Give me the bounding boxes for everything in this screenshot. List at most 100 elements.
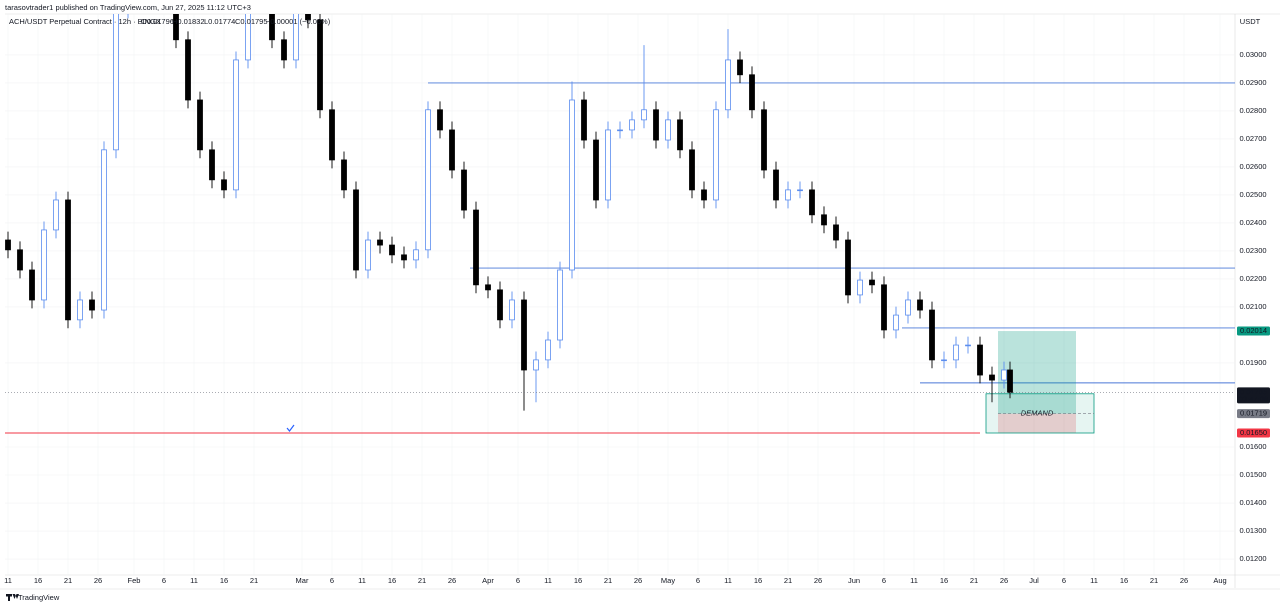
- candle-body: [893, 314, 899, 331]
- x-tick-label: Jun: [848, 576, 860, 585]
- candle-body: [293, 14, 299, 61]
- legend-high: H0.01832: [172, 17, 205, 26]
- publisher: tarasovtrader1 published on TradingView.…: [5, 3, 251, 12]
- x-tick-label: 21: [250, 576, 258, 585]
- candle-body: [53, 199, 59, 231]
- x-tick-label: Mar: [296, 576, 309, 585]
- candle-body: [1001, 369, 1007, 381]
- candle-body: [197, 99, 203, 151]
- x-tick-label: 16: [34, 576, 42, 585]
- check-icon: [286, 424, 295, 432]
- x-tick-label: 21: [784, 576, 792, 585]
- x-tick-label: 11: [910, 576, 918, 585]
- x-tick-label: 11: [358, 576, 366, 585]
- candle-body: [461, 169, 467, 211]
- candle-body: [641, 109, 647, 121]
- x-tick-label: 26: [448, 576, 456, 585]
- candle-body: [677, 119, 683, 151]
- x-tick-label: 16: [220, 576, 228, 585]
- brand-name: TradingView: [18, 593, 60, 602]
- x-tick-label: 6: [1062, 576, 1066, 585]
- x-tick-label: 16: [754, 576, 762, 585]
- candle-body: [221, 179, 227, 191]
- x-tick-label: 21: [970, 576, 978, 585]
- candle-body: [41, 229, 47, 301]
- candle-body: [281, 39, 287, 61]
- y-tick-label: 0.01200: [1239, 554, 1266, 563]
- candle-body: [245, 14, 251, 61]
- candle-body: [65, 199, 71, 321]
- candle-body: [317, 19, 323, 111]
- y-tick-label: 0.02400: [1239, 218, 1266, 227]
- y-tick-label: 0.01500: [1239, 470, 1266, 479]
- chart-title: ACH/USDT Perpetual Contract · 12h · BING…: [9, 17, 161, 26]
- candle-body: [725, 59, 731, 111]
- y-tick-label: 0.02800: [1239, 106, 1266, 115]
- candle-body: [821, 214, 827, 226]
- y-tick-label: 0.01300: [1239, 526, 1266, 535]
- candle-body: [113, 14, 119, 151]
- x-tick-label: 6: [162, 576, 166, 585]
- y-tick-label: 0.01600: [1239, 442, 1266, 451]
- candle-body: [917, 299, 923, 311]
- y-tick-label: 0.02200: [1239, 274, 1266, 283]
- candle-body: [509, 299, 515, 321]
- candle-body: [881, 284, 887, 331]
- candle-body: [485, 284, 491, 291]
- legend-close: C0.01795: [235, 17, 268, 26]
- x-tick-label: Feb: [128, 576, 141, 585]
- loss-area: [998, 413, 1076, 433]
- entry-label-box: [1237, 409, 1270, 419]
- x-tick-label: 21: [418, 576, 426, 585]
- x-tick-label: 6: [882, 576, 886, 585]
- candle-body: [413, 249, 419, 261]
- y-tick-label: 0.03000: [1239, 50, 1266, 59]
- candle-body: [545, 339, 551, 361]
- candle-body: [533, 359, 539, 371]
- candle-body: [305, 14, 311, 21]
- brand-logo: [6, 594, 19, 601]
- y-tick-label: 0.02600: [1239, 162, 1266, 171]
- x-tick-label: 11: [1090, 576, 1098, 585]
- candle-body: [605, 129, 611, 201]
- candle-body: [689, 149, 695, 191]
- x-tick-label: Apr: [482, 576, 494, 585]
- x-tick-label: May: [661, 576, 675, 585]
- candle-body: [653, 109, 659, 141]
- candle-body: [209, 149, 215, 181]
- stop-label-box: [1237, 428, 1270, 438]
- candle-body: [749, 74, 755, 111]
- candle-body: [341, 159, 347, 191]
- candle-body: [977, 344, 983, 376]
- candle-body: [965, 344, 971, 347]
- y-tick-label: 0.01400: [1239, 498, 1266, 507]
- zone-label: DEMAND: [1021, 409, 1054, 418]
- candle-body: [437, 109, 443, 131]
- candle-body: [869, 279, 875, 286]
- x-tick-label: 16: [574, 576, 582, 585]
- candle-body: [593, 139, 599, 201]
- y-tick-label: 0.02700: [1239, 134, 1266, 143]
- candle-body: [713, 109, 719, 201]
- y-tick-label: 0.02100: [1239, 302, 1266, 311]
- candle-body: [521, 299, 527, 371]
- x-tick-label: 21: [1150, 576, 1158, 585]
- x-tick-label: 26: [94, 576, 102, 585]
- candle-body: [857, 279, 863, 296]
- x-tick-label: 16: [940, 576, 948, 585]
- y-tick-label: 0.01900: [1239, 358, 1266, 367]
- candle-body: [569, 99, 575, 271]
- candle-body: [29, 269, 35, 301]
- legend-low: L0.01774: [204, 17, 235, 26]
- x-tick-label: 26: [634, 576, 642, 585]
- target-label-box: [1237, 326, 1270, 336]
- candle-body: [389, 244, 395, 256]
- x-tick-label: Jul: [1029, 576, 1039, 585]
- candle-body: [1007, 369, 1013, 393]
- candle-body: [233, 59, 239, 191]
- x-tick-label: 21: [604, 576, 612, 585]
- candle-body: [737, 59, 743, 76]
- candle-body: [701, 189, 707, 201]
- candle-body: [365, 239, 371, 271]
